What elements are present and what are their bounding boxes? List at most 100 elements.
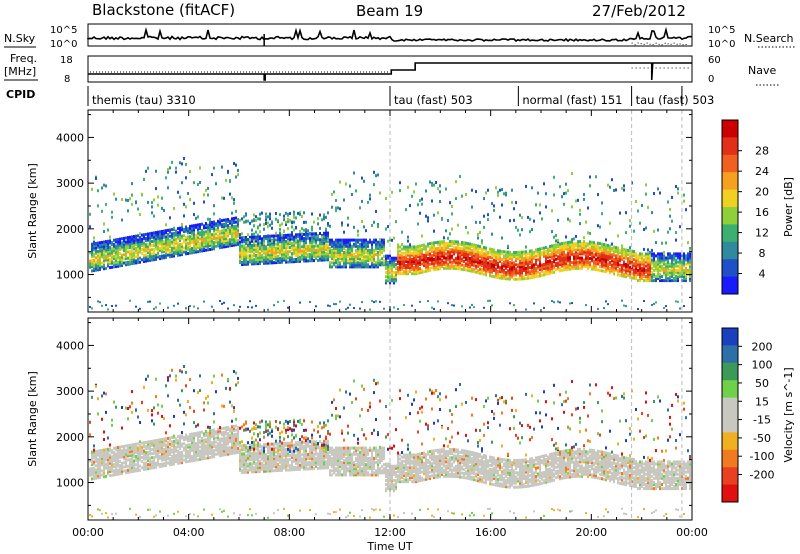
power-cell xyxy=(565,191,567,195)
velocity-cell xyxy=(133,443,135,446)
power-cell xyxy=(419,199,421,203)
power-cell xyxy=(103,248,105,252)
power-cell xyxy=(175,231,177,235)
power-cell xyxy=(179,232,181,236)
power-cell xyxy=(547,261,549,265)
velocity-cell xyxy=(179,453,181,457)
power-cell xyxy=(569,263,571,267)
power-cell xyxy=(289,212,291,215)
velocity-cell xyxy=(119,460,121,463)
power-cell xyxy=(463,245,465,249)
power-cell xyxy=(605,264,607,268)
power-cell xyxy=(273,242,275,246)
power-cell xyxy=(291,225,293,229)
power-cell xyxy=(171,254,173,258)
power-cell xyxy=(467,268,469,272)
velocity-cell xyxy=(113,457,115,460)
power-cell xyxy=(381,242,383,246)
power-cell xyxy=(175,233,177,237)
power-cell xyxy=(257,258,259,261)
power-cell xyxy=(559,250,561,254)
power-cell xyxy=(263,223,265,226)
power-cell xyxy=(331,255,333,259)
power-cell xyxy=(291,258,293,262)
power-cell xyxy=(295,238,297,242)
power-cell xyxy=(247,244,249,248)
power-cell xyxy=(291,260,293,264)
power-cell xyxy=(255,215,257,219)
power-cell xyxy=(325,235,327,239)
power-cell xyxy=(107,264,109,268)
power-cell xyxy=(201,233,203,236)
power-cell xyxy=(531,257,533,261)
power-cell xyxy=(311,225,313,229)
power-cell xyxy=(119,245,121,249)
velocity-cell xyxy=(131,461,133,465)
power-cell xyxy=(327,248,329,251)
power-cell xyxy=(107,252,109,256)
power-cell xyxy=(111,259,113,263)
power-cell xyxy=(609,248,611,252)
power-cell xyxy=(263,227,265,231)
velocity-cell xyxy=(121,426,123,430)
power-cell xyxy=(589,246,591,250)
velocity-cell xyxy=(93,454,95,458)
power-cell xyxy=(181,244,183,248)
power-cell xyxy=(591,265,593,269)
power-cell xyxy=(277,244,279,248)
power-cell xyxy=(289,260,291,264)
velocity-cell xyxy=(127,454,129,458)
power-cell xyxy=(353,255,355,259)
power-cell xyxy=(379,251,381,254)
velocity-cell xyxy=(97,457,99,461)
power-cell xyxy=(495,250,497,254)
power-cell xyxy=(595,249,597,253)
power-cell xyxy=(397,268,399,272)
power-cell xyxy=(447,242,449,246)
power-cell xyxy=(341,246,343,250)
power-cell xyxy=(295,225,297,229)
power-cell xyxy=(613,266,615,270)
power-cell xyxy=(353,259,355,263)
power-cell xyxy=(425,269,427,273)
power-cell xyxy=(589,240,591,244)
power-cell xyxy=(315,250,317,254)
power-cell xyxy=(305,243,307,247)
power-cell xyxy=(537,191,539,195)
power-cell xyxy=(255,304,257,307)
power-cell xyxy=(437,261,439,265)
power-cell xyxy=(283,242,285,246)
power-cell xyxy=(537,266,539,270)
power-cell xyxy=(237,168,239,172)
power-cell xyxy=(265,215,267,219)
power-cell xyxy=(675,258,677,262)
power-cell xyxy=(229,179,231,183)
power-cell xyxy=(407,253,409,257)
velocity-cell xyxy=(165,447,167,451)
power-cell xyxy=(135,200,137,204)
power-cell xyxy=(507,254,509,258)
power-cell xyxy=(515,277,517,281)
velocity-cell xyxy=(103,467,105,470)
power-cell xyxy=(551,263,553,266)
freq-unit-label: [MHz] xyxy=(4,65,36,78)
power-cell xyxy=(687,256,689,260)
power-cell xyxy=(281,250,283,254)
power-cell xyxy=(253,224,255,228)
power-cell xyxy=(189,241,191,245)
power-cell xyxy=(585,260,587,264)
velocity-cell xyxy=(95,456,97,460)
velocity-cell xyxy=(159,510,161,513)
power-cell xyxy=(231,196,233,200)
power-cell xyxy=(601,252,603,256)
power-cell xyxy=(511,263,513,267)
power-cell xyxy=(365,265,367,269)
power-cell xyxy=(251,248,253,251)
power-cell xyxy=(553,235,555,239)
power-cell xyxy=(213,232,215,236)
power-cell xyxy=(387,273,389,277)
power-cell xyxy=(393,260,395,264)
power-cell xyxy=(541,269,543,273)
power-cell xyxy=(259,212,261,216)
power-cell xyxy=(203,240,205,244)
